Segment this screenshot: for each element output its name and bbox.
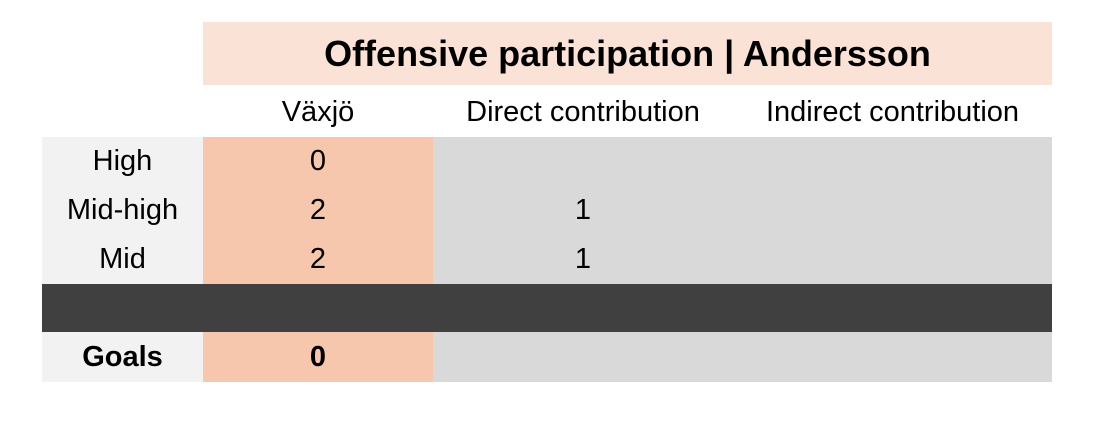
contribution-area xyxy=(433,137,1052,382)
cell: 1 xyxy=(574,243,592,275)
column-header: Växjö xyxy=(281,95,355,128)
cell: 0 xyxy=(309,145,327,177)
row-label: High xyxy=(92,145,153,177)
row-label: Mid-high xyxy=(66,194,179,226)
cell: 2 xyxy=(309,194,327,226)
column-header: Direct contribution xyxy=(466,95,700,128)
cell: 1 xyxy=(574,194,592,226)
vaxjo-column xyxy=(203,137,433,382)
total-cell: 0 xyxy=(309,341,327,373)
column-header: Indirect contribution xyxy=(765,95,1020,128)
title: Offensive participation | Andersson xyxy=(324,32,931,74)
title-band xyxy=(203,22,1052,85)
row-label: Mid xyxy=(99,243,146,275)
label-column xyxy=(42,137,203,382)
separator-band xyxy=(42,284,1052,332)
total-label: Goals xyxy=(82,341,163,373)
cell: 2 xyxy=(309,243,327,275)
